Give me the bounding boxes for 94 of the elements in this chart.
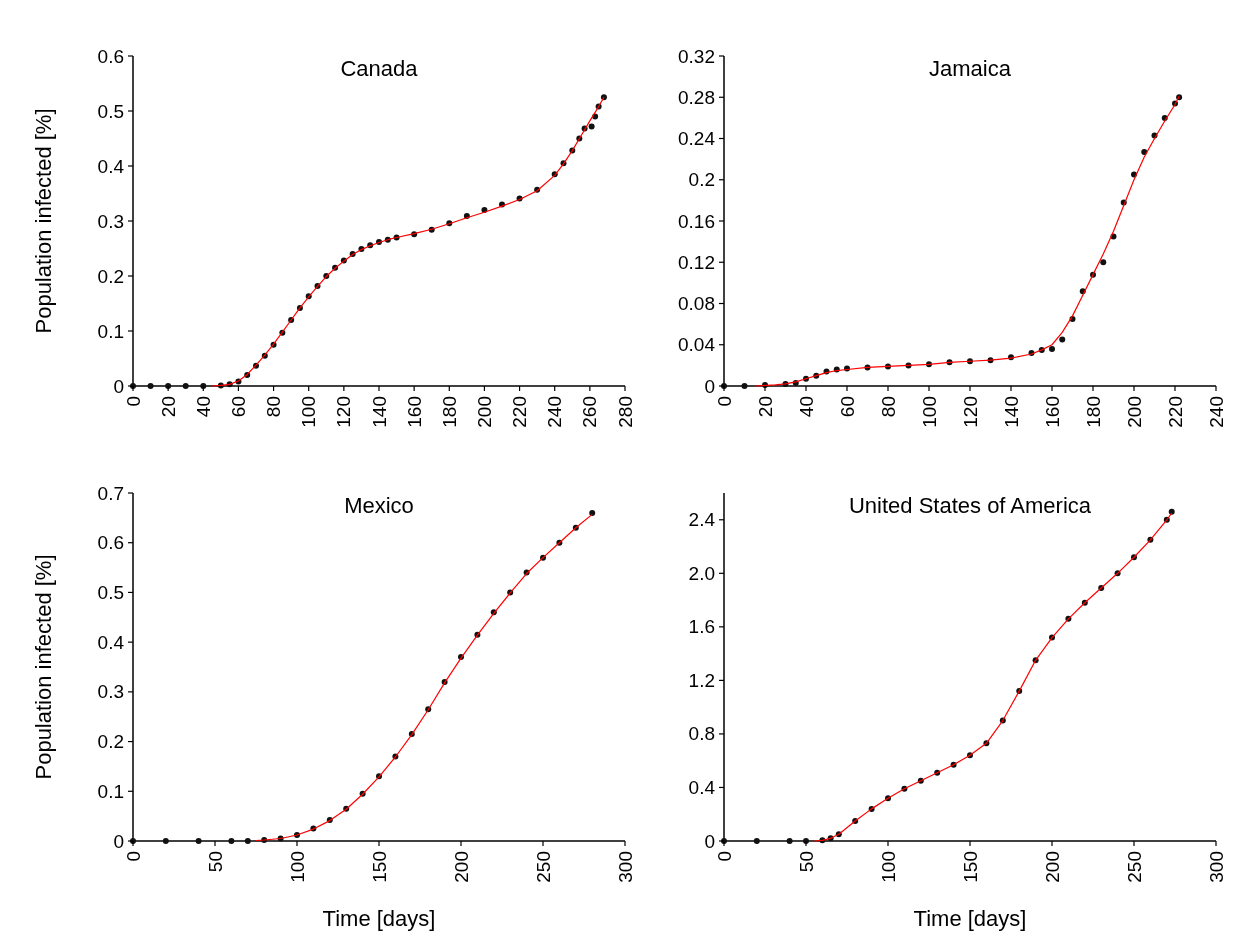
chart-title: United States of America <box>848 493 1092 518</box>
point <box>1059 336 1066 343</box>
chart-title: Mexico <box>344 493 414 518</box>
x-tick-label: 200 <box>1041 851 1063 883</box>
y-tick-label: 1.6 <box>688 616 715 638</box>
y-tick-label: 0.1 <box>97 320 124 342</box>
y-tick-label: 0.3 <box>97 681 124 703</box>
x-tick-label: 0 <box>122 396 144 407</box>
x-tick-label: 160 <box>403 396 425 428</box>
y-tick-label: 0.28 <box>678 86 715 108</box>
point <box>1049 345 1055 352</box>
y-tick-label: 0.12 <box>678 251 715 273</box>
x-tick-label: 280 <box>614 396 636 428</box>
x-tick-label: 50 <box>795 851 817 873</box>
y-tick-label: 2.4 <box>688 509 716 531</box>
point <box>786 838 793 844</box>
point <box>1100 259 1107 266</box>
y-tick-label: 0.4 <box>688 776 716 798</box>
y-tick-label: 2.0 <box>688 562 715 584</box>
x-tick-label: 240 <box>544 396 566 428</box>
point <box>244 838 251 844</box>
point <box>182 383 189 389</box>
x-tick-label: 200 <box>473 396 495 428</box>
x-tick-label: 150 <box>368 851 390 883</box>
point <box>228 838 235 844</box>
x-tick-label: 40 <box>192 396 214 418</box>
point <box>195 838 202 844</box>
y-tick-label: 0.3 <box>97 210 124 232</box>
y-tick-label: 0.6 <box>97 532 124 554</box>
y-tick-label: 0.2 <box>97 731 124 753</box>
x-tick-label: 80 <box>263 396 285 418</box>
point <box>147 383 154 389</box>
x-tick-label: 200 <box>450 851 472 883</box>
point <box>589 509 596 516</box>
y-tick-label: 0.2 <box>97 265 124 287</box>
y-tick-label: 0.04 <box>678 334 716 356</box>
y-tick-label: 0.1 <box>97 780 124 802</box>
x-tick-label: 180 <box>1082 396 1104 428</box>
x-tick-label: 60 <box>836 396 858 418</box>
chart-title: Canada <box>340 56 419 81</box>
x-tick-label: 120 <box>333 396 355 428</box>
x-tick-label: 160 <box>1041 396 1063 428</box>
y-tick-label: 0.16 <box>678 210 715 232</box>
x-tick-label: 0 <box>122 851 144 862</box>
x-tick-label: 20 <box>157 396 179 418</box>
x-tick-label: 300 <box>1205 851 1227 883</box>
x-tick-label: 180 <box>438 396 460 428</box>
x-tick-label: 100 <box>877 851 899 883</box>
x-tick-label: 220 <box>509 396 531 428</box>
y-tick-label: 0.4 <box>97 631 125 653</box>
point <box>588 123 595 130</box>
y-axis-title: Population infected [%] <box>31 554 56 780</box>
x-tick-label: 40 <box>795 396 817 418</box>
y-tick-label: 0.7 <box>97 482 124 504</box>
x-tick-label: 250 <box>532 851 554 883</box>
y-tick-label: 0.4 <box>97 155 125 177</box>
x-tick-label: 150 <box>959 851 981 883</box>
x-tick-label: 100 <box>286 851 308 883</box>
x-tick-label: 80 <box>877 396 899 418</box>
y-tick-label: 0.8 <box>688 723 715 745</box>
y-tick-label: 0.6 <box>97 45 124 67</box>
point <box>741 383 748 389</box>
point <box>1168 508 1175 515</box>
y-axis-title: Population infected [%] <box>31 108 56 334</box>
y-tick-label: 0.2 <box>688 169 715 191</box>
x-axis-title: Time [days] <box>322 906 436 931</box>
x-tick-label: 120 <box>959 396 981 428</box>
x-tick-label: 260 <box>579 396 601 428</box>
x-tick-label: 60 <box>227 396 249 418</box>
x-tick-label: 20 <box>754 396 776 418</box>
x-tick-label: 220 <box>1164 396 1186 428</box>
x-tick-label: 140 <box>1000 396 1022 428</box>
y-tick-label: 0.24 <box>678 128 716 149</box>
x-tick-label: 300 <box>614 851 636 883</box>
x-tick-label: 250 <box>1123 851 1145 883</box>
point <box>753 838 760 844</box>
line-series <box>211 96 605 387</box>
x-tick-label: 240 <box>1205 396 1227 428</box>
x-tick-label: 100 <box>918 396 940 428</box>
y-tick-label: 1.2 <box>688 669 715 691</box>
x-axis-title: Time [days] <box>913 906 1027 931</box>
y-tick-label: 0.5 <box>97 581 124 603</box>
y-tick-label: 0.08 <box>678 293 715 314</box>
y-tick-label: 0.5 <box>97 100 124 122</box>
y-tick-label: 0.32 <box>678 45 715 67</box>
point <box>1141 148 1148 155</box>
x-tick-label: 0 <box>713 396 735 407</box>
x-tick-label: 50 <box>204 851 226 873</box>
chart-title: Jamaica <box>929 56 1012 81</box>
x-tick-label: 100 <box>298 396 320 428</box>
x-tick-label: 0 <box>713 851 735 862</box>
x-tick-label: 200 <box>1123 396 1145 428</box>
point <box>162 838 169 844</box>
x-tick-label: 140 <box>368 396 390 428</box>
